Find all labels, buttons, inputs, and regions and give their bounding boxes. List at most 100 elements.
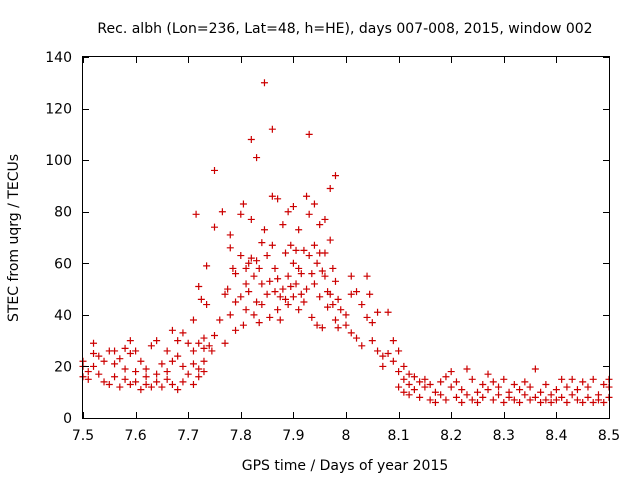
data-point <box>211 223 218 231</box>
data-point <box>224 285 232 293</box>
data-point <box>100 378 108 386</box>
y-tick-label: 80 <box>54 205 72 221</box>
data-point <box>237 210 245 218</box>
data-point <box>329 264 337 272</box>
data-point <box>255 264 263 272</box>
x-tick-label: 7.5 <box>72 428 94 444</box>
data-point <box>468 396 476 404</box>
data-point <box>168 357 176 365</box>
data-point <box>384 350 392 358</box>
data-point <box>495 383 503 391</box>
data-point <box>463 391 471 399</box>
y-tick-label: 120 <box>45 102 72 118</box>
data-point <box>500 375 508 383</box>
data-point <box>426 380 434 388</box>
data-point <box>276 293 284 301</box>
data-point <box>84 375 92 383</box>
data-point <box>116 383 124 391</box>
data-point <box>447 383 455 391</box>
data-point <box>253 257 261 265</box>
data-point <box>211 166 218 174</box>
y-tick-label: 20 <box>54 359 72 375</box>
data-point <box>442 373 450 381</box>
data-point <box>521 378 529 386</box>
data-point <box>305 252 313 260</box>
data-point <box>195 365 203 373</box>
data-point <box>458 399 466 407</box>
data-point <box>274 275 282 283</box>
data-point <box>295 264 303 272</box>
data-point <box>431 388 439 396</box>
data-point <box>318 324 326 332</box>
data-point <box>284 272 292 280</box>
y-axis-title: STEC from uqrg / TECUs <box>6 154 22 322</box>
data-point <box>331 172 339 180</box>
data-point <box>116 355 124 363</box>
data-point <box>489 396 497 404</box>
data-point <box>282 295 290 303</box>
data-point <box>316 293 324 301</box>
plot-frame <box>82 56 610 419</box>
data-point <box>255 319 263 327</box>
data-point <box>90 350 98 358</box>
data-point <box>310 241 318 249</box>
data-point <box>537 388 545 396</box>
y-tick-label: 40 <box>54 308 72 324</box>
data-point <box>247 136 255 144</box>
data-point <box>84 368 92 376</box>
data-point <box>274 306 282 314</box>
data-point <box>258 301 266 309</box>
data-point <box>416 378 424 386</box>
data-point <box>366 290 374 298</box>
data-point <box>568 391 576 399</box>
data-point <box>126 337 134 345</box>
data-point <box>289 259 297 267</box>
data-point <box>250 311 258 319</box>
data-point <box>431 399 439 407</box>
data-point <box>310 280 318 288</box>
data-point <box>268 241 276 249</box>
data-point <box>353 288 361 296</box>
data-point <box>452 393 460 401</box>
data-point <box>321 272 329 280</box>
data-point <box>505 393 513 401</box>
data-point <box>405 391 413 399</box>
data-point <box>297 290 305 298</box>
data-point <box>484 370 492 378</box>
data-point <box>142 373 150 381</box>
data-point <box>179 329 187 337</box>
data-point <box>542 380 550 388</box>
data-points <box>79 79 613 407</box>
data-point <box>163 375 171 383</box>
data-point <box>384 308 392 316</box>
data-point <box>239 200 247 208</box>
data-point <box>342 311 350 319</box>
data-point <box>287 282 295 290</box>
data-point <box>111 360 119 368</box>
data-point <box>192 210 200 218</box>
data-point <box>584 383 592 391</box>
data-point <box>474 399 481 407</box>
data-point <box>347 329 355 337</box>
data-point <box>324 303 332 311</box>
x-tick-label: 7.9 <box>282 428 304 444</box>
data-point <box>510 396 518 404</box>
data-point <box>589 375 597 383</box>
data-point <box>258 239 266 247</box>
data-point <box>126 380 134 388</box>
data-point <box>163 347 171 355</box>
data-point <box>245 259 253 267</box>
data-point <box>153 337 161 345</box>
data-point <box>184 370 192 378</box>
data-point <box>247 215 255 223</box>
data-point <box>229 264 237 272</box>
data-point <box>153 370 161 378</box>
data-point <box>310 200 318 208</box>
x-tick-label: 7.8 <box>230 428 252 444</box>
data-point <box>174 386 182 394</box>
data-point <box>363 313 371 321</box>
x-tick-label: 8.1 <box>387 428 409 444</box>
data-point <box>363 272 371 280</box>
data-point <box>242 264 250 272</box>
data-point <box>142 365 150 373</box>
